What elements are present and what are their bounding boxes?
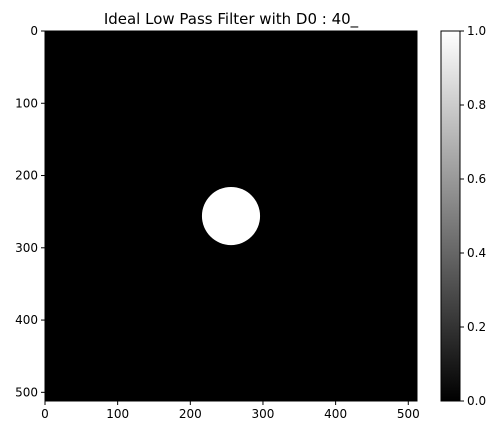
y-tick-label: 500 [15, 385, 38, 399]
x-tick-label: 200 [179, 407, 202, 421]
plot-area [44, 30, 418, 402]
x-tick-label: 0 [41, 407, 49, 421]
y-tick-label: 200 [15, 169, 38, 183]
x-tick-label: 500 [397, 407, 420, 421]
y-axis: 0 100 200 300 400 500 [15, 24, 45, 399]
colorbar-tick-label: 0.0 [467, 394, 486, 408]
y-tick-label: 400 [15, 313, 38, 327]
colorbar-tick-label: 0.4 [467, 246, 486, 260]
y-tick-label: 300 [15, 241, 38, 255]
x-tick-label: 100 [106, 407, 129, 421]
x-axis: 0 100 200 300 400 500 [41, 401, 420, 421]
colorbar-tick-label: 1.0 [467, 24, 486, 38]
colorbar-tick-label: 0.2 [467, 320, 486, 334]
filter-passband-disk [201, 186, 261, 246]
plot-frame [44, 30, 418, 402]
colorbar-tick-label: 0.6 [467, 172, 486, 186]
colorbar: 0.0 0.2 0.4 0.6 0.8 1.0 [440, 24, 486, 408]
colorbar-tick-label: 0.8 [467, 98, 486, 112]
chart-title: Ideal Low Pass Filter with D0 : 40_ [104, 10, 359, 29]
y-tick-label: 100 [15, 96, 38, 110]
colorbar-ticks: 0.0 0.2 0.4 0.6 0.8 1.0 [460, 24, 486, 408]
y-tick-label: 0 [30, 24, 38, 38]
colorbar-gradient [440, 30, 461, 402]
x-tick-label: 300 [252, 407, 275, 421]
x-tick-label: 400 [324, 407, 347, 421]
